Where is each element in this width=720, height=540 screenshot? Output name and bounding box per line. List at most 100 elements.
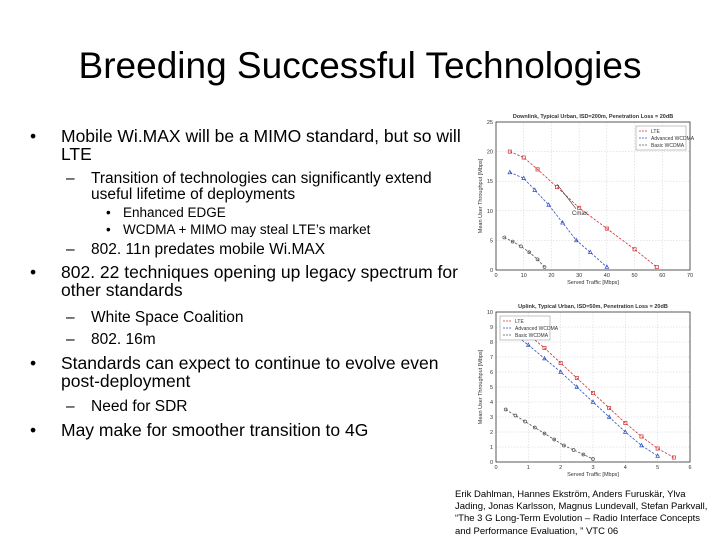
chart-0-xtick-3: 30 [576,273,582,279]
uplink-throughput-chart: Uplink, Typical Urban, ISD=50m, Penetrat… [474,298,696,480]
chart-1-ylabel: Mean User Throughput [Mbps] [478,349,484,424]
chart-1-series-1-point-9 [655,453,661,458]
chart-0-legend-box [635,125,687,151]
chart-1-series-2-point-3 [532,425,537,430]
chart-0-series-2-point-0 [502,235,507,240]
chart-1-ytick-1: 1 [490,445,493,451]
chart-1-series-0-point-5 [591,391,595,395]
chart-0-series-2-point-3 [527,250,532,255]
chart-1-ytick-5: 5 [490,385,493,391]
chart-1-xtick-2: 2 [559,465,562,471]
chart-0-series-1-point-4 [560,219,565,225]
downlink-chart-svg: Downlink, Typical Urban, ISD=200m, Penet… [478,114,695,286]
chart-1-series-0-point-3 [558,361,563,365]
chart-1-legend-label-1: Advanced WCDMA [515,326,559,332]
chart-0-ytick-1: 5 [490,238,493,244]
chart-1-ytick-2: 2 [490,430,493,436]
chart-0-legend-label-2: Basic WCDMA [651,143,685,149]
chart-0-ytick-4: 20 [487,150,493,156]
chart-0-ytick-2: 10 [487,209,493,215]
chart-1-legend-label-2: Basic WCDMA [515,333,549,339]
chart-1-series-2-point-4 [542,431,547,436]
subsubbullet-wcdma-mimo: WCDMA + MIMO may steal LTE’s market [30,222,470,237]
chart-1-series-1-point-1 [525,342,531,347]
subsubbullet-enhanced-edge: Enhanced EDGE [30,205,470,220]
chart-0-series-0-line [509,151,657,268]
subbullet-white-space: White Space Coalition [30,310,470,327]
chart-0-xtick-5: 50 [632,273,638,279]
chart-1-series-2-point-7 [571,448,576,452]
chart-0-xlabel: Served Traffic [Mbps] [567,280,619,286]
chart-1-series-0-point-6 [607,406,612,410]
chart-0-xtick-2: 20 [548,273,554,279]
chart-1-title: Uplink, Typical Urban, ISD=50m, Penetrat… [518,304,668,310]
chart-0-series-2-line [504,237,545,268]
chart-0-series-2-point-5 [542,265,547,269]
chart-0-legend-label-0: LTE [651,129,660,135]
chart-0-series-1-point-7 [604,264,610,269]
chart-0-xtick-4: 40 [604,273,610,279]
chart-0-series-1-point-6 [587,249,593,254]
chart-0-frame [495,121,691,271]
chart-0-series-0-point-7 [654,265,659,269]
chart-0-xtick-6: 60 [659,273,665,279]
chart-1-ytick-7: 7 [490,355,493,361]
bullet-80222: 802. 22 techniques opening up legacy spe… [30,263,470,299]
chart-1-series-1-point-8 [639,442,644,448]
chart-0-annotation: Cmax [572,211,588,217]
chart-0-series-0-point-5 [604,226,609,231]
chart-0-xtick-1: 10 [521,273,527,279]
chart-1-series-2-point-8 [581,452,586,457]
chart-1-series-0-point-7 [623,421,628,425]
chart-0-ylabel: Mean User Throughput [Mbps] [478,158,484,233]
chart-1-frame [495,311,691,463]
chart-1-xtick-4: 4 [624,465,627,471]
chart-0-series-2-point-4 [535,257,540,262]
chart-1-series-0-point-10 [671,455,676,460]
chart-1-xtick-0: 0 [494,465,497,471]
chart-1-ytick-9: 9 [490,325,493,331]
chart-0-annotation-arrow [556,183,577,209]
chart-1-series-0-line [511,323,675,458]
chart-1-xtick-1: 1 [527,465,530,471]
chart-1-xtick-3: 3 [591,465,594,471]
chart-0-xtick-7: 70 [687,273,693,279]
chart-0-series-1-point-5 [573,237,579,243]
chart-1-series-2-point-1 [513,413,518,418]
chart-1-series-1-point-4 [574,384,580,389]
chart-1-series-1-point-3 [558,369,564,374]
chart-0-series-1-point-1 [521,175,527,180]
chart-1-ytick-6: 6 [490,370,493,376]
chart-1-ytick-10: 10 [487,310,493,316]
chart-0-series-0-point-3 [555,185,559,190]
chart-0-series-1-line [509,171,608,268]
slide-title: Breeding Successful Technologies [78,45,642,86]
chart-0-ytick-3: 15 [487,179,493,185]
chart-1-xlabel: Served Traffic [Mbps] [567,472,619,478]
chart-0-series-0-point-6 [632,247,637,252]
bullet-smoother-transition: May make for smoother transition to 4G [30,421,470,439]
chart-0-series-0-point-2 [535,167,540,172]
uplink-chart-svg: Uplink, Typical Urban, ISD=50m, Penetrat… [478,304,692,478]
chart-0-title: Downlink, Typical Urban, ISD=200m, Penet… [513,114,673,120]
chart-1-xtick-6: 6 [688,465,691,471]
bullet-standards-evolve: Standards can expect to continue to evol… [30,354,470,390]
chart-0-series-2-point-2 [519,244,523,249]
chart-0-series-1-point-0 [507,169,513,175]
subbullet-transition: Transition of technologies can significa… [30,171,470,203]
bullet-list: Mobile Wi.MAX will be a MIMO standard, b… [30,127,470,439]
subbullet-80211n: 802. 11n predates mobile Wi.MAX [30,242,470,259]
chart-1-series-2-point-9 [591,457,595,461]
chart-1-ytick-4: 4 [490,400,493,406]
chart-0-series-0-point-1 [521,155,526,160]
chart-1-series-0-point-8 [639,434,644,439]
chart-1-series-2-point-2 [523,419,527,424]
chart-0-ytick-5: 25 [487,120,493,126]
downlink-throughput-chart: Downlink, Typical Urban, ISD=200m, Penet… [474,108,696,288]
chart-0-legend-label-1: Advanced WCDMA [651,136,695,142]
chart-0-series-2-point-1 [510,239,515,244]
bullet-mimo-standard: Mobile Wi.MAX will be a MIMO standard, b… [30,127,470,163]
chart-1-legend-box [499,315,551,341]
chart-0-series-1-point-3 [546,202,552,207]
chart-1-series-0-point-9 [655,446,660,451]
